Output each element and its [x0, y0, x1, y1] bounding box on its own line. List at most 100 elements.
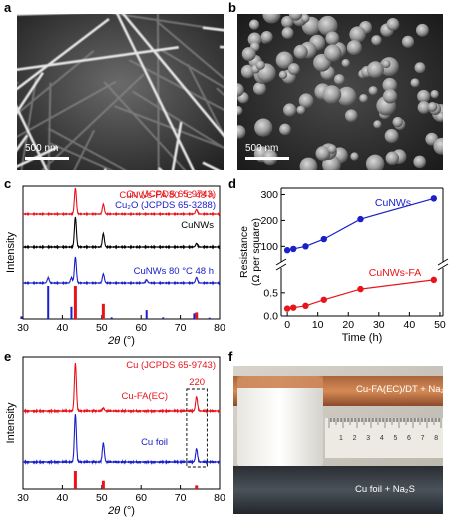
data-point-cunws-fa — [302, 302, 309, 310]
nanoparticle — [333, 74, 345, 85]
nanoparticle — [283, 103, 297, 117]
nanowire — [47, 82, 52, 170]
nanoparticle — [349, 26, 366, 43]
nanoparticle — [373, 120, 382, 129]
nanoparticle — [288, 14, 303, 21]
nanoparticle — [410, 78, 420, 88]
series-label: CuNWs-FA — [369, 267, 422, 279]
nanoparticle — [344, 109, 358, 123]
series-label: Cu foil — [141, 437, 168, 448]
nanoparticle — [341, 58, 350, 68]
x-tick-label: 0 — [284, 319, 290, 331]
data-point-cunws — [302, 243, 309, 250]
nanoparticle — [350, 152, 359, 161]
nanoparticle — [365, 154, 385, 170]
nanowire — [187, 63, 224, 138]
nanoparticle — [248, 19, 260, 30]
data-point-cunws — [290, 245, 297, 253]
nanoparticle — [300, 14, 310, 23]
nanowire — [17, 50, 95, 116]
scale-bar-line — [245, 157, 289, 160]
nanoparticle — [416, 23, 429, 37]
y-tick-label: 0.5 — [263, 287, 278, 299]
x-tick-label: 80 — [214, 322, 225, 334]
axis-break — [437, 258, 449, 266]
series-label: CuNWs-FA 80 °C 48 h — [119, 190, 214, 201]
nanoparticle — [366, 61, 384, 79]
y-axis-label: Intensity — [5, 232, 17, 273]
x-tick-label: 50 — [96, 492, 108, 504]
y-axis-label: Resistance — [238, 226, 250, 278]
nanoparticle — [255, 60, 265, 70]
nanowire — [171, 121, 183, 170]
nanowire — [20, 77, 38, 170]
nanoparticle — [417, 101, 431, 114]
x-tick-label: 70 — [175, 492, 187, 504]
nanoparticle — [281, 27, 294, 39]
xrd-chart-c: 30 40 50 60 70 80 2θ (°) Intensity Cu (JCPDS 65-… — [5, 185, 225, 347]
photo-label-top: Cu-FA(EC)/DT + Na₂S — [356, 384, 443, 395]
axis-break — [275, 258, 287, 266]
data-point-cunws — [320, 235, 327, 243]
nanowire — [156, 20, 224, 80]
xrd-chart-e: 30 40 50 60 70 80 2θ (°) Intensity Cu (JCPDS 65-… — [5, 356, 225, 517]
nanowire — [121, 14, 224, 138]
nanoparticle — [384, 129, 399, 144]
data-point-cunws-fa — [320, 296, 327, 303]
nanoparticle — [317, 15, 338, 36]
nanoparticle — [293, 44, 308, 59]
sem-particles-svg — [237, 14, 443, 170]
nanoparticle — [247, 32, 262, 47]
nanoparticle — [322, 85, 342, 104]
nanoparticle — [414, 62, 426, 74]
nanoparticle — [427, 102, 438, 112]
nanoparticle — [287, 63, 300, 75]
nanoparticle — [237, 83, 244, 97]
series-label: CuNWs — [181, 220, 214, 231]
nanoparticle — [278, 70, 288, 80]
x-axis-label: 2θ (°) — [107, 335, 135, 347]
series-label: CuNWs 80 °C 48 h — [134, 266, 214, 277]
y-axis-label: Intensity — [5, 402, 17, 443]
nanoparticle — [296, 105, 306, 115]
x-tick-label: 50 — [434, 319, 446, 331]
nanoparticle — [417, 89, 431, 103]
nanoparticle — [382, 59, 391, 69]
series-line-cunws — [286, 197, 434, 251]
nanoparticle — [392, 116, 403, 128]
xrd-trace — [22, 187, 221, 217]
photo-svg: 1 2 3 4 5 6 7 8 Cu-FA(EC)/DT + Na₂S Cu foil + N… — [233, 366, 443, 514]
nanowire — [17, 17, 110, 91]
nanoparticle — [371, 35, 382, 46]
y-tick-label: 200 — [260, 215, 278, 227]
ruler-number: 4 — [380, 435, 384, 442]
nanoparticle — [337, 86, 357, 107]
x-tick-label: 30 — [373, 319, 385, 331]
legend-entry: Cu (JCPDS 65-9743) — [126, 189, 216, 200]
plot-frame — [22, 356, 221, 490]
x-tick-label: 80 — [214, 492, 225, 504]
x-axis-label: 2θ (°) — [107, 505, 135, 517]
x-axis-label: Time (h) — [342, 332, 383, 344]
ruler-number: 6 — [407, 435, 411, 442]
nanoparticle — [382, 77, 398, 93]
nanoparticle — [254, 118, 273, 137]
nanoparticle — [237, 125, 246, 139]
x-tick-label: 60 — [135, 492, 147, 504]
xrd-trace — [22, 216, 221, 250]
xrd-trace — [22, 413, 221, 466]
nanoparticle — [433, 137, 443, 155]
nanoparticle — [359, 93, 368, 103]
nanowire — [47, 127, 128, 170]
x-tick-label: 40 — [57, 322, 69, 334]
x-tick-label: 20 — [342, 319, 354, 331]
series-line-cunws-fa — [287, 279, 434, 310]
nanoparticle — [299, 157, 318, 170]
nanowire — [116, 14, 195, 170]
nanoparticle — [382, 89, 398, 104]
data-point-cunws — [357, 215, 364, 223]
nanoparticle — [279, 123, 291, 136]
nanoparticle — [327, 144, 337, 154]
x-tick-label: 40 — [57, 492, 69, 504]
scale-bar-label: 500 nm — [25, 143, 59, 154]
